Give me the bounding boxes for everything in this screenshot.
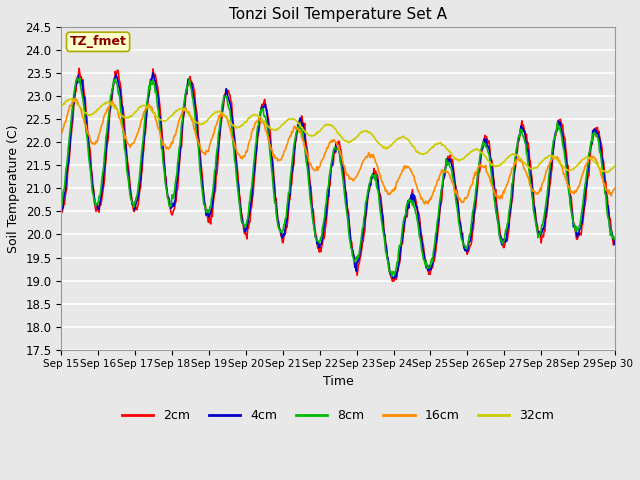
- 16cm: [182, 104, 189, 110]
- 8cm: [58, 204, 65, 210]
- 8cm: [182, 91, 189, 97]
- 2cm: [125, 171, 133, 177]
- 32cm: [67, 96, 75, 102]
- 32cm: [406, 140, 414, 145]
- 32cm: [68, 96, 76, 102]
- 4cm: [407, 193, 415, 199]
- Line: 2cm: 2cm: [61, 68, 615, 281]
- 16cm: [211, 127, 218, 133]
- 2cm: [76, 65, 83, 71]
- 2cm: [407, 194, 415, 200]
- 16cm: [406, 166, 414, 172]
- 2cm: [211, 191, 218, 196]
- 4cm: [58, 209, 65, 215]
- 16cm: [611, 185, 619, 191]
- Text: TZ_fmet: TZ_fmet: [70, 36, 127, 48]
- 8cm: [611, 235, 619, 241]
- 8cm: [125, 185, 133, 191]
- 2cm: [182, 98, 189, 104]
- Line: 4cm: 4cm: [61, 73, 615, 278]
- 32cm: [603, 169, 611, 175]
- 8cm: [423, 265, 431, 271]
- 32cm: [58, 102, 65, 108]
- 2cm: [388, 278, 396, 284]
- 4cm: [611, 240, 619, 245]
- 16cm: [67, 103, 75, 109]
- 2cm: [611, 237, 619, 242]
- 16cm: [72, 95, 79, 101]
- 8cm: [211, 168, 218, 174]
- 4cm: [67, 125, 75, 131]
- 4cm: [125, 175, 132, 180]
- 4cm: [149, 70, 157, 76]
- Line: 16cm: 16cm: [61, 98, 615, 204]
- Line: 32cm: 32cm: [61, 99, 615, 172]
- 2cm: [423, 262, 431, 268]
- 16cm: [125, 142, 133, 147]
- X-axis label: Time: Time: [323, 375, 353, 388]
- 2cm: [67, 131, 75, 137]
- 4cm: [389, 276, 397, 281]
- 2cm: [58, 204, 65, 210]
- 8cm: [74, 75, 81, 81]
- 32cm: [182, 107, 189, 113]
- 4cm: [423, 264, 431, 270]
- 4cm: [182, 93, 189, 98]
- 16cm: [423, 200, 431, 205]
- Y-axis label: Soil Temperature (C): Soil Temperature (C): [7, 124, 20, 252]
- 16cm: [58, 130, 65, 135]
- 8cm: [67, 115, 75, 121]
- 32cm: [611, 163, 619, 168]
- 8cm: [388, 274, 396, 279]
- 32cm: [125, 114, 133, 120]
- Title: Tonzi Soil Temperature Set A: Tonzi Soil Temperature Set A: [229, 7, 447, 22]
- Legend: 2cm, 4cm, 8cm, 16cm, 32cm: 2cm, 4cm, 8cm, 16cm, 32cm: [117, 404, 559, 427]
- 16cm: [421, 201, 429, 207]
- 32cm: [422, 150, 430, 156]
- 4cm: [211, 182, 218, 188]
- Line: 8cm: 8cm: [61, 78, 615, 276]
- 32cm: [211, 110, 218, 116]
- 8cm: [407, 199, 415, 205]
